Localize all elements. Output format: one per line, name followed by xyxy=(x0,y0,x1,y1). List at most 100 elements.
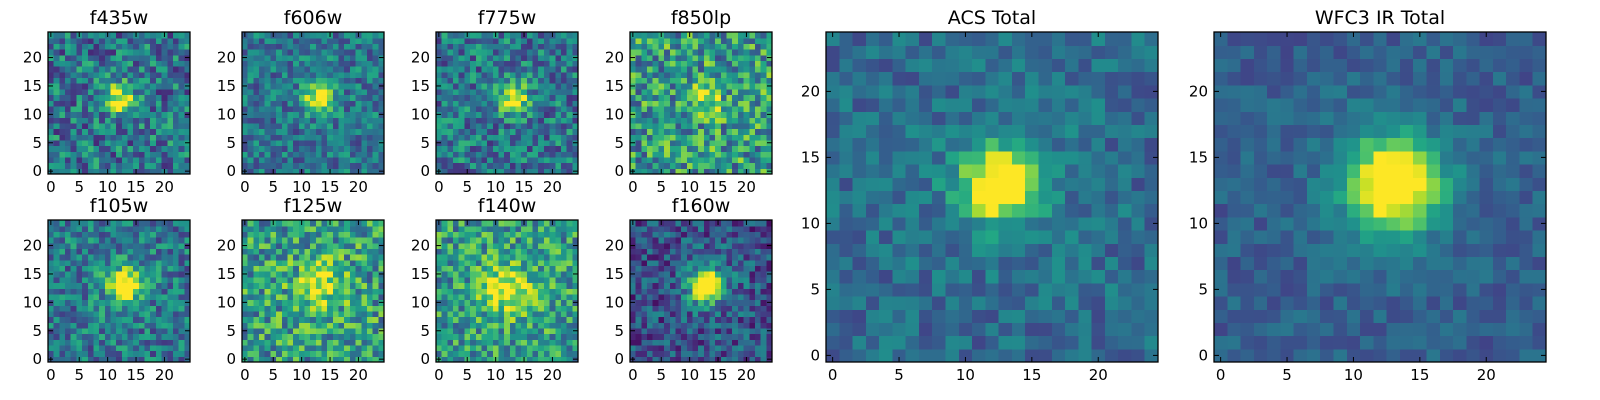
heatmap-cell xyxy=(276,162,283,169)
heatmap-cell xyxy=(48,293,55,301)
heatmap-cell xyxy=(310,77,317,84)
heatmap-cell xyxy=(116,339,123,346)
x-tick-label: 5 xyxy=(74,366,84,384)
heatmap-cell xyxy=(87,151,95,158)
heatmap-cell xyxy=(116,237,123,244)
axes-frame xyxy=(629,31,773,175)
heatmap-cell xyxy=(366,168,374,175)
heatmap-cell xyxy=(178,259,185,267)
heatmap-cell xyxy=(338,151,345,158)
heatmap-cell xyxy=(453,242,460,249)
heatmap-cell xyxy=(93,231,100,238)
heatmap-cell xyxy=(692,288,699,295)
heatmap-cell xyxy=(464,100,471,107)
heatmap-cell xyxy=(698,71,705,79)
heatmap-cell xyxy=(526,134,534,141)
heatmap-cell xyxy=(264,122,271,130)
heatmap-cell xyxy=(332,344,340,352)
heatmap-cell xyxy=(264,162,271,169)
heatmap-cell xyxy=(692,339,699,346)
heatmap-cell xyxy=(344,37,351,44)
heatmap-cell xyxy=(110,231,117,238)
heatmap-cell xyxy=(104,43,112,50)
heatmap-cell xyxy=(161,71,168,79)
heatmap-cell xyxy=(447,248,454,255)
heatmap-cell xyxy=(515,339,522,346)
heatmap-cell xyxy=(526,231,534,238)
heatmap-cell xyxy=(270,94,277,101)
heatmap-cell xyxy=(93,77,100,84)
heatmap-cell xyxy=(281,305,289,312)
heatmap-cell xyxy=(641,37,648,44)
heatmap-cell xyxy=(298,83,306,90)
heatmap-cell xyxy=(526,316,534,323)
heatmap-cell xyxy=(315,305,323,312)
heatmap-cell xyxy=(475,88,483,96)
heatmap-cell xyxy=(116,271,123,278)
heatmap-cell xyxy=(349,259,357,267)
heatmap-cell xyxy=(104,254,112,261)
heatmap-cell xyxy=(715,37,722,44)
heatmap-cell xyxy=(65,66,72,73)
heatmap-cell xyxy=(470,356,477,363)
heatmap-cell xyxy=(127,305,134,312)
heatmap-cell xyxy=(150,242,157,249)
heatmap-cell xyxy=(321,356,328,363)
heatmap-cell xyxy=(332,316,340,323)
heatmap-cell xyxy=(504,100,511,107)
heatmap-cell xyxy=(630,282,637,289)
heatmap-cell xyxy=(560,282,568,289)
heatmap-cell xyxy=(709,356,716,363)
heatmap-cell xyxy=(475,259,483,267)
heatmap-cell xyxy=(144,128,151,135)
heatmap-cell xyxy=(572,248,579,255)
heatmap-cell xyxy=(532,293,539,301)
heatmap-cell xyxy=(133,242,140,249)
heatmap-cell xyxy=(453,350,460,357)
heatmap-cell xyxy=(104,71,112,79)
heatmap-cell xyxy=(293,344,300,352)
heatmap-cell xyxy=(521,117,528,124)
heatmap-cell xyxy=(76,134,83,141)
heatmap-cell xyxy=(749,344,756,352)
heatmap-cell xyxy=(521,139,528,147)
heatmap-cell xyxy=(155,276,163,284)
heatmap-cell xyxy=(138,60,146,67)
heatmap-cell xyxy=(70,344,77,352)
heatmap-cell xyxy=(743,71,750,79)
heatmap-cell xyxy=(167,94,174,101)
heatmap-cell xyxy=(526,88,534,96)
heatmap-cell xyxy=(116,128,123,135)
heatmap-cell xyxy=(110,299,117,306)
heatmap-cell xyxy=(526,94,534,101)
heatmap-cell xyxy=(509,60,517,67)
heatmap-cell xyxy=(161,276,168,284)
heatmap-cell xyxy=(327,282,334,289)
heatmap-cell xyxy=(669,333,677,340)
heatmap-cell xyxy=(664,49,671,56)
heatmap-cell xyxy=(532,111,539,118)
heatmap-cell xyxy=(110,71,117,79)
heatmap-cell xyxy=(247,254,254,261)
heatmap-cell xyxy=(167,265,174,272)
heatmap-cell xyxy=(121,293,129,301)
heatmap-cell xyxy=(572,231,579,238)
heatmap-cell xyxy=(161,327,168,335)
heatmap-cell xyxy=(99,66,106,73)
heatmap-cell xyxy=(253,162,260,169)
heatmap-cell xyxy=(121,111,129,118)
heatmap-cell xyxy=(310,66,317,73)
heatmap-cell xyxy=(538,139,545,147)
heatmap-cell xyxy=(487,77,494,84)
heatmap-cell xyxy=(635,305,642,312)
heatmap-cell xyxy=(361,111,368,118)
heatmap-cell xyxy=(361,350,368,357)
heatmap-cell xyxy=(104,339,112,346)
heatmap-cell xyxy=(658,94,665,101)
heatmap-cell xyxy=(355,339,362,346)
heatmap-cell xyxy=(82,111,89,118)
heatmap-cell xyxy=(641,122,648,130)
heatmap-cell xyxy=(116,111,123,118)
heatmap-cell xyxy=(150,339,157,346)
heatmap-cell xyxy=(652,356,659,363)
